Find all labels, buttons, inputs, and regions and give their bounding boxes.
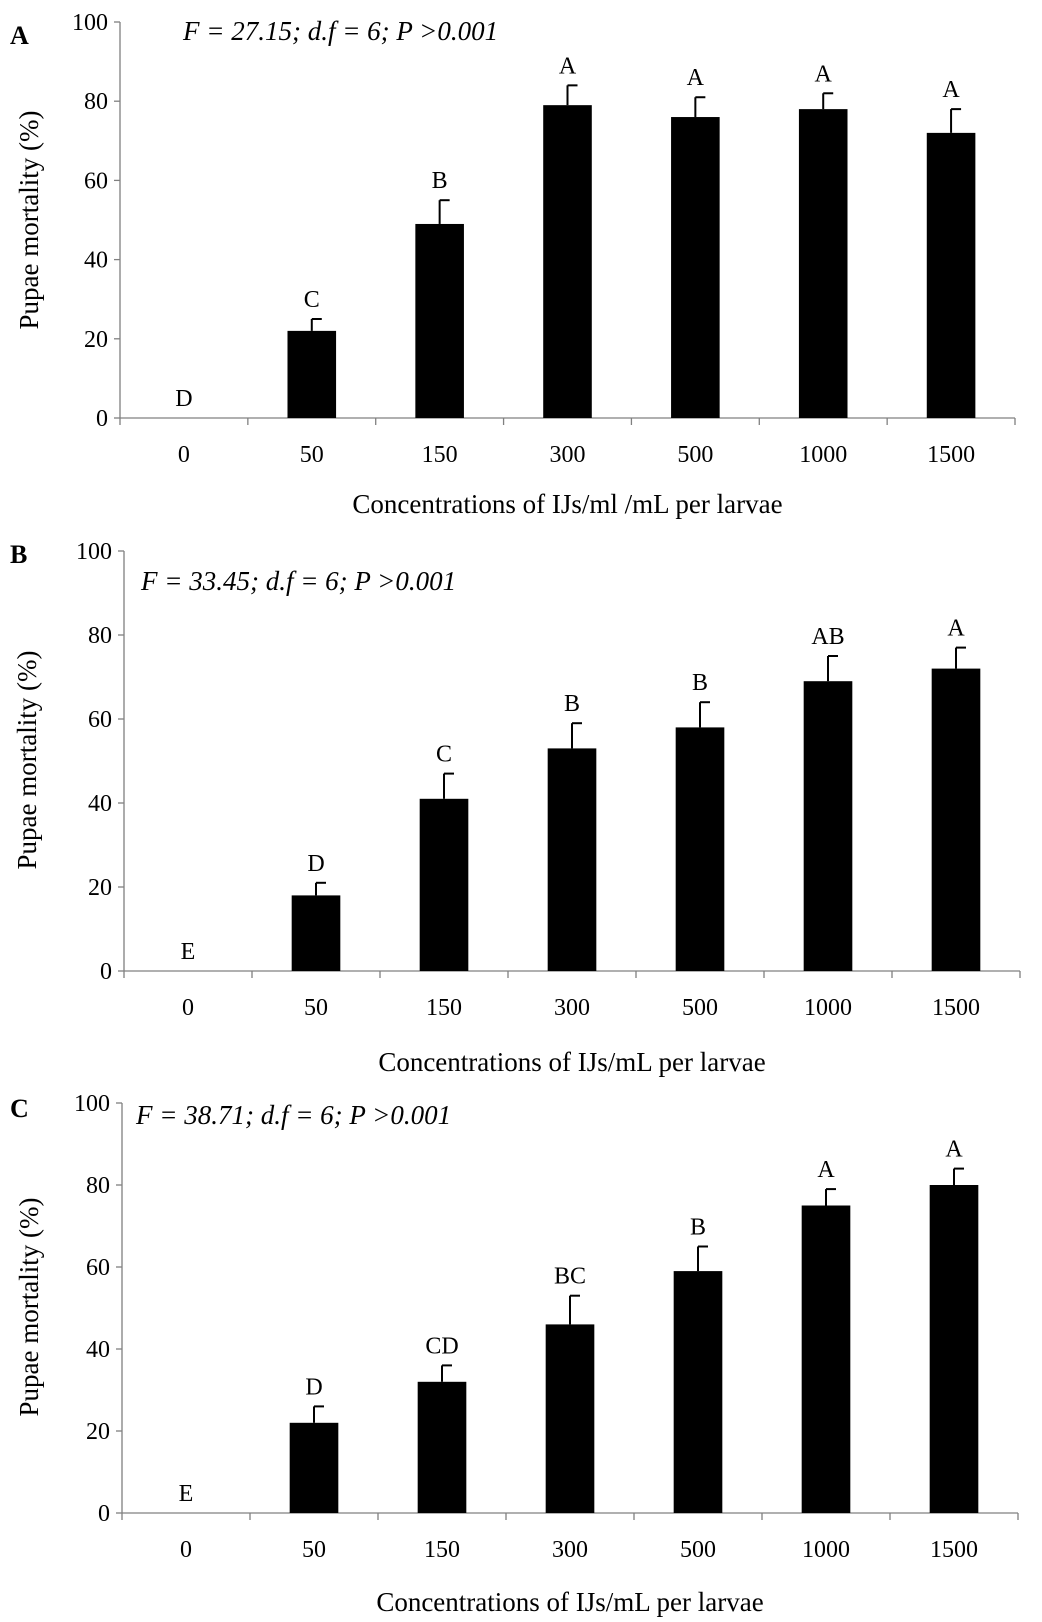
- significance-letter: A: [947, 616, 965, 642]
- y-tick-label: 60: [84, 168, 108, 194]
- significance-letter: C: [304, 287, 320, 313]
- significance-letter: BC: [554, 1264, 586, 1290]
- x-axis-title: Concentrations of IJs/mL per larvae: [376, 1587, 763, 1617]
- y-tick-label: 100: [72, 10, 108, 36]
- panel-a: A F = 27.15; d.f = 6; P >0.001 0 20 40 60 80 10…: [10, 10, 1016, 519]
- y-tick-label: 80: [88, 623, 112, 649]
- bar: [926, 132, 976, 418]
- bar: [287, 330, 337, 418]
- x-axis-title: Concentrations of IJs/ml /mL per larvae: [352, 489, 782, 519]
- y-tick-label: 60: [86, 1255, 110, 1281]
- y-tick-label: 100: [76, 539, 112, 565]
- significance-letter: E: [179, 1481, 194, 1507]
- y-tick-label: 20: [88, 875, 112, 901]
- x-tick-label: 150: [426, 995, 462, 1021]
- x-tick-label: 50: [304, 995, 328, 1021]
- x-tick-label: 1000: [802, 1537, 850, 1563]
- bar: [415, 223, 464, 418]
- x-tick-label: 300: [550, 442, 586, 468]
- y-tick-label: 80: [84, 89, 108, 115]
- x-tick-label: 150: [424, 1537, 460, 1563]
- x-tick-label: 1000: [799, 442, 847, 468]
- x-tick-label: 50: [302, 1537, 326, 1563]
- bar: [798, 109, 848, 419]
- significance-letter: B: [690, 1215, 706, 1241]
- x-tick-label: 1500: [932, 995, 980, 1021]
- panel-letter: A: [10, 21, 29, 50]
- bar: [931, 668, 981, 971]
- significance-letter: CD: [425, 1333, 458, 1359]
- y-tick-label: 0: [98, 1501, 110, 1527]
- bar: [545, 1324, 595, 1513]
- x-tick-label: 300: [554, 995, 590, 1021]
- bar: [801, 1205, 851, 1513]
- bar: [289, 1422, 339, 1513]
- y-tick-label: 20: [86, 1419, 110, 1445]
- bar: [673, 1271, 723, 1513]
- bar: [291, 895, 341, 971]
- panel-c: C F = 38.71; d.f = 6; P >0.001 0 20 40 60 80 10…: [10, 1091, 1019, 1617]
- significance-letter: A: [942, 77, 960, 103]
- significance-letter: A: [559, 53, 577, 79]
- significance-letter: AB: [811, 624, 844, 650]
- significance-letter: B: [692, 670, 708, 696]
- bar: [417, 1381, 467, 1513]
- x-tick-label: 1500: [927, 442, 975, 468]
- bar: [675, 727, 725, 971]
- y-tick-label: 0: [100, 959, 112, 985]
- bar: [543, 105, 592, 418]
- x-tick-label: 0: [180, 1537, 192, 1563]
- y-tick-label: 20: [84, 327, 108, 353]
- y-tick-label: 100: [74, 1091, 110, 1117]
- significance-letter: A: [945, 1137, 963, 1163]
- stats-annotation: F = 27.15; d.f = 6; P >0.001: [182, 16, 498, 46]
- panel-letter: C: [10, 1094, 29, 1123]
- significance-letter: A: [815, 61, 833, 87]
- significance-letter: D: [307, 851, 324, 877]
- bar: [547, 748, 597, 971]
- significance-letter: B: [432, 168, 448, 194]
- x-tick-label: 0: [178, 442, 190, 468]
- significance-letter: D: [175, 386, 192, 412]
- y-tick-label: 40: [88, 791, 112, 817]
- x-axis-title: Concentrations of IJs/mL per larvae: [378, 1047, 765, 1077]
- significance-letter: E: [181, 939, 196, 965]
- x-tick-label: 150: [422, 442, 458, 468]
- x-tick-label: 500: [682, 995, 718, 1021]
- x-tick-label: 0: [182, 995, 194, 1021]
- significance-letter: B: [564, 691, 580, 717]
- x-tick-label: 300: [552, 1537, 588, 1563]
- y-axis-title: Pupae mortality (%): [12, 651, 42, 870]
- y-tick-label: 40: [86, 1337, 110, 1363]
- bar: [929, 1185, 979, 1513]
- significance-letter: A: [687, 65, 705, 91]
- y-tick-label: 60: [88, 707, 112, 733]
- bar: [419, 798, 469, 971]
- x-tick-label: 1000: [804, 995, 852, 1021]
- significance-letter: A: [817, 1157, 835, 1183]
- panel-b: B F = 33.45; d.f = 6; P >0.001 0 20 40 60 80 10…: [10, 539, 1021, 1077]
- stats-annotation: F = 38.71; d.f = 6; P >0.001: [135, 1100, 451, 1130]
- y-axis-title: Pupae mortality (%): [14, 1198, 44, 1417]
- y-tick-label: 40: [84, 248, 108, 274]
- y-tick-label: 80: [86, 1173, 110, 1199]
- significance-letter: C: [436, 742, 452, 768]
- x-tick-label: 500: [677, 442, 713, 468]
- stats-annotation: F = 33.45; d.f = 6; P >0.001: [140, 566, 456, 596]
- x-tick-label: 500: [680, 1537, 716, 1563]
- significance-letter: D: [305, 1374, 322, 1400]
- y-axis-title: Pupae mortality (%): [14, 111, 44, 330]
- panel-letter: B: [10, 540, 27, 569]
- y-tick-label: 0: [96, 406, 108, 432]
- x-tick-label: 1500: [930, 1537, 978, 1563]
- bar: [803, 681, 853, 971]
- bar: [671, 117, 720, 418]
- x-tick-label: 50: [300, 442, 324, 468]
